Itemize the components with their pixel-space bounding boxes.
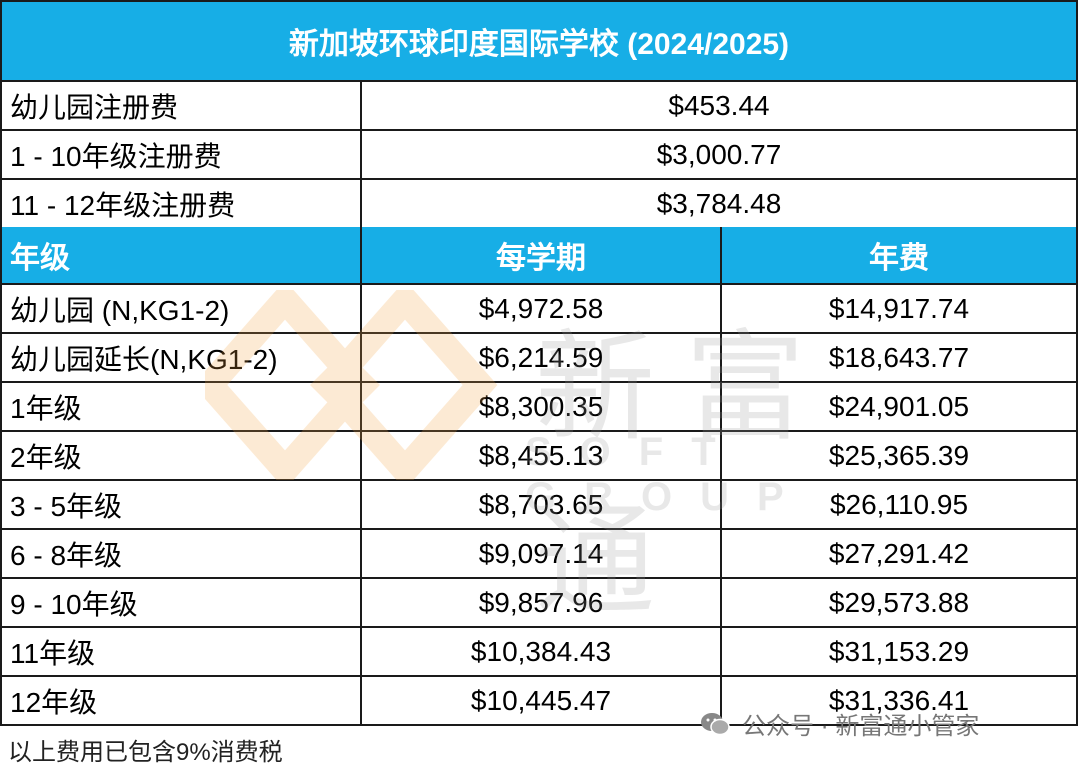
- header-grade: 年级: [10, 242, 70, 275]
- wechat-label-text: 公众号 · 新富通小管家: [742, 713, 980, 740]
- fee-row: 幼儿园延长(N,KG1-2) $6,214.59 $18,643.77: [2, 334, 1076, 383]
- fee-row: 12年级 $10,445.47 $31,336.41: [2, 677, 1076, 724]
- grade-label: 11年级: [10, 637, 96, 669]
- grade-label: 1年级: [10, 392, 82, 424]
- grade-label: 12年级: [10, 686, 98, 718]
- registration-row: 1 - 10年级注册费 $3,000.77: [2, 131, 1076, 180]
- per-term-fee: $9,857.96: [360, 579, 720, 626]
- registration-label: 1 - 10年级注册费: [10, 140, 222, 172]
- grade-label: 9 - 10年级: [10, 588, 138, 620]
- per-term-fee: $9,097.14: [360, 530, 720, 577]
- annual-fee: $25,365.39: [720, 432, 1076, 479]
- per-term-fee: $10,445.47: [360, 677, 720, 724]
- per-term-fee: $8,455.13: [360, 432, 720, 479]
- annual-fee: $27,291.42: [720, 530, 1076, 577]
- fee-row: 幼儿园 (N,KG1-2) $4,972.58 $14,917.74: [2, 285, 1076, 334]
- fee-row: 3 - 5年级 $8,703.65 $26,110.95: [2, 481, 1076, 530]
- header-annual: 年费: [720, 227, 1076, 283]
- grade-label: 幼儿园 (N,KG1-2): [10, 294, 230, 326]
- grade-label: 幼儿园延长(N,KG1-2): [10, 343, 278, 375]
- per-term-fee: $8,300.35: [360, 383, 720, 430]
- registration-amount: $3,000.77: [360, 131, 1076, 178]
- annual-fee: $31,336.41: [720, 677, 1076, 724]
- annual-fee: $14,917.74: [720, 285, 1076, 332]
- wechat-account-label: 公众号 · 新富通小管家: [700, 706, 979, 741]
- per-term-fee: $4,972.58: [360, 285, 720, 332]
- annual-fee: $18,643.77: [720, 334, 1076, 381]
- registration-label: 11 - 12年级注册费: [10, 189, 236, 221]
- table-title: 新加坡环球印度国际学校 (2024/2025): [2, 2, 1076, 82]
- column-header-row: 年级 每学期 年费: [2, 227, 1076, 285]
- wechat-icon: [701, 712, 730, 735]
- tax-note: 以上费用已包含9%消费税: [8, 739, 283, 766]
- registration-row: 11 - 12年级注册费 $3,784.48: [2, 180, 1076, 227]
- fee-table: 新加坡环球印度国际学校 (2024/2025) 幼儿园注册费 $453.44 1 -…: [0, 0, 1078, 726]
- fee-row: 11年级 $10,384.43 $31,153.29: [2, 628, 1076, 677]
- annual-fee: $31,153.29: [720, 628, 1076, 675]
- fee-row: 9 - 10年级 $9,857.96 $29,573.88: [2, 579, 1076, 628]
- header-per-term: 每学期: [360, 227, 720, 283]
- per-term-fee: $6,214.59: [360, 334, 720, 381]
- annual-fee: $26,110.95: [720, 481, 1076, 528]
- registration-label: 幼儿园注册费: [10, 91, 179, 123]
- grade-label: 6 - 8年级: [10, 539, 123, 571]
- fee-row: 1年级 $8,300.35 $24,901.05: [2, 383, 1076, 432]
- fee-row: 2年级 $8,455.13 $25,365.39: [2, 432, 1076, 481]
- per-term-fee: $8,703.65: [360, 481, 720, 528]
- registration-row: 幼儿园注册费 $453.44: [2, 82, 1076, 131]
- registration-amount: $3,784.48: [360, 180, 1076, 227]
- annual-fee: $24,901.05: [720, 383, 1076, 430]
- grade-label: 2年级: [10, 441, 82, 473]
- registration-amount: $453.44: [360, 82, 1076, 129]
- annual-fee: $29,573.88: [720, 579, 1076, 626]
- per-term-fee: $10,384.43: [360, 628, 720, 675]
- fee-row: 6 - 8年级 $9,097.14 $27,291.42: [2, 530, 1076, 579]
- grade-label: 3 - 5年级: [10, 490, 123, 522]
